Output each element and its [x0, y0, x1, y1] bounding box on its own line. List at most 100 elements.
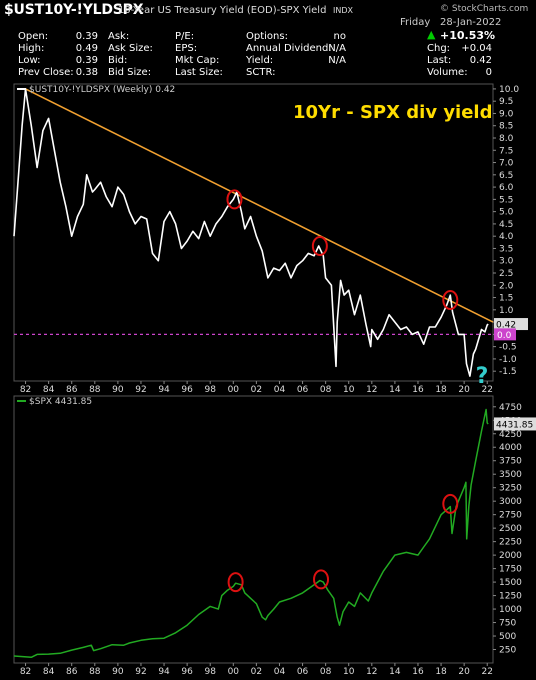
legend-label: $SPX 4431.85 — [29, 397, 92, 407]
peak-circle-marker — [226, 189, 243, 210]
y-tick-label: 2250 — [499, 538, 522, 548]
y-tick-label: 9.5 — [499, 97, 513, 107]
open-label: Open: — [18, 31, 49, 42]
y-tick-label: 2500 — [499, 524, 522, 534]
last-value-tag — [494, 318, 528, 331]
ratio-panel: 10.0 9.5 9.0 8.5 8.0 7.5 7.0 6.5 6.0 5.5 5.0 4.5 4.0… — [13, 83, 528, 395]
last-value-tag-label: 4431.85 — [496, 420, 533, 430]
x-tick-label: 86 — [66, 667, 78, 677]
x-tick-label: 98 — [204, 667, 216, 677]
x-tick-label: 08 — [320, 667, 332, 677]
chg-value: +0.04 — [461, 43, 492, 54]
x-tick-label: 92 — [135, 385, 146, 395]
plot-frame — [13, 395, 494, 664]
y-tick-label: 6.0 — [499, 183, 514, 193]
x-tick-label: 90 — [112, 385, 124, 395]
x-tick-label: 10 — [343, 667, 355, 677]
y-tick-label: 3000 — [499, 497, 522, 507]
yield-label: Yield: — [246, 55, 274, 66]
x-tick-label: 18 — [435, 667, 447, 677]
spx-series-line — [13, 408, 489, 659]
y-tick-label: 1.0 — [499, 306, 514, 316]
y-tick-label: 9.0 — [499, 109, 514, 119]
ask-size-label: Ask Size: — [108, 43, 153, 54]
high-label: High: — [18, 43, 45, 54]
y-tick-label: 5.0 — [499, 208, 514, 218]
ratio-series-line — [13, 88, 489, 377]
low-label: Low: — [18, 55, 41, 66]
x-tick-label: 90 — [112, 667, 124, 677]
y-tick-label: 1250 — [499, 592, 522, 602]
annual-dividend-value: N/A — [328, 43, 346, 54]
quote-header: $UST10Y-!YLDSPX 10-Year US Treasury Yiel… — [0, 0, 536, 82]
x-tick-label: 96 — [181, 667, 193, 677]
y-tick-label: 3250 — [499, 484, 522, 494]
x-tick-label: 00 — [228, 667, 240, 677]
last-value-tag-label: 0.42 — [496, 321, 516, 331]
y-tick-label: 7.5 — [499, 146, 513, 156]
legend-label: $UST10Y-!YLDSPX (Weekly) 0.42 — [29, 85, 175, 95]
y-tick-label: 7.0 — [499, 159, 514, 169]
symbol-description: 10-Year US Treasury Yield (EOD)-SPX Yiel… — [118, 5, 327, 16]
change-percent: +10.53% — [440, 29, 496, 42]
x-tick-label: 16 — [412, 385, 424, 395]
options-value: no — [333, 31, 346, 42]
chart-annotation: 10Yr - SPX div yield — [293, 102, 493, 123]
y-tick-label: 3750 — [499, 457, 522, 467]
last-size-label: Last Size: — [175, 67, 223, 78]
watermark: © StockCharts.com — [440, 4, 529, 14]
mkt-cap-label: Mkt Cap: — [175, 55, 220, 66]
x-tick-label: 22 — [482, 667, 493, 677]
x-tick-label: 06 — [297, 385, 309, 395]
y-tick-label: 750 — [499, 619, 516, 629]
x-tick-label: 82 — [20, 667, 31, 677]
y-tick-label: 4.5 — [499, 220, 513, 230]
x-tick-label: 88 — [89, 385, 101, 395]
x-tick-label: 04 — [274, 385, 286, 395]
x-tick-label: 06 — [297, 667, 309, 677]
y-tick-label: 1750 — [499, 565, 522, 575]
x-tick-label: 84 — [43, 385, 55, 395]
y-tick-label: 1.5 — [499, 294, 513, 304]
prev-close-value: 0.38 — [75, 67, 98, 78]
y-tick-label: 5.5 — [499, 195, 513, 205]
y-tick-label: -1.5 — [499, 367, 517, 377]
x-tick-label: 92 — [135, 667, 146, 677]
peak-circle-marker — [442, 493, 459, 514]
trendline — [25, 88, 494, 323]
y-tick-label: 3500 — [499, 470, 522, 480]
chg-label: Chg: — [427, 43, 451, 54]
y-tick-label: 2000 — [499, 551, 522, 561]
x-tick-label: 98 — [204, 385, 216, 395]
x-tick-label: 08 — [320, 385, 332, 395]
y-tick-label: 1000 — [499, 605, 522, 615]
zero-value-tag — [494, 328, 516, 341]
ask-label: Ask: — [108, 31, 130, 42]
peak-circle-marker — [442, 290, 459, 310]
zero-value-tag-label: 0.0 — [497, 331, 512, 341]
y-tick-label: 2.0 — [499, 281, 514, 291]
y-tick-label: 4250 — [499, 430, 522, 440]
exchange-label: INDX — [333, 6, 353, 15]
y-tick-label: 3.5 — [499, 244, 513, 254]
x-tick-label: 94 — [158, 667, 170, 677]
x-tick-label: 86 — [66, 385, 78, 395]
volume-label: Volume: — [427, 67, 468, 78]
y-tick-label: 6.5 — [499, 171, 513, 181]
x-tick-label: 14 — [389, 667, 401, 677]
y-tick-label: 4000 — [499, 443, 522, 453]
x-tick-label: 88 — [89, 667, 101, 677]
y-tick-label: -0.5 — [499, 343, 517, 353]
x-tick-label: 84 — [43, 667, 55, 677]
open-value: 0.39 — [75, 31, 98, 42]
eps-label: EPS: — [175, 43, 198, 54]
x-tick-label: 04 — [274, 667, 286, 677]
x-tick-label: 20 — [458, 667, 470, 677]
x-tick-label: 94 — [158, 385, 170, 395]
peak-circle-marker — [227, 572, 244, 593]
x-tick-label: 16 — [412, 667, 424, 677]
y-tick-label: 500 — [499, 632, 516, 642]
last-label: Last: — [427, 55, 452, 66]
y-tick-label: 1500 — [499, 578, 522, 588]
